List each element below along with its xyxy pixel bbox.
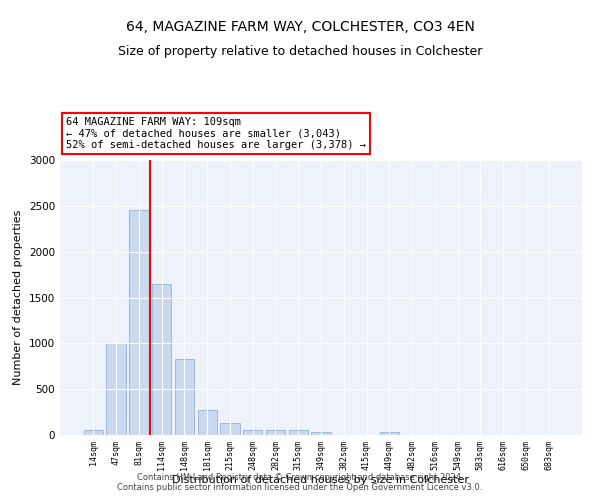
Text: Contains HM Land Registry data © Crown copyright and database right 2024.
Contai: Contains HM Land Registry data © Crown c… bbox=[118, 473, 482, 492]
Bar bbox=[84, 430, 103, 435]
X-axis label: Distribution of detached houses by size in Colchester: Distribution of detached houses by size … bbox=[173, 476, 470, 486]
Bar bbox=[311, 432, 331, 435]
Bar bbox=[289, 430, 308, 435]
Bar bbox=[197, 410, 217, 435]
Text: Size of property relative to detached houses in Colchester: Size of property relative to detached ho… bbox=[118, 45, 482, 58]
Bar bbox=[129, 210, 149, 435]
Bar bbox=[380, 432, 399, 435]
Bar bbox=[243, 430, 262, 435]
Y-axis label: Number of detached properties: Number of detached properties bbox=[13, 210, 23, 385]
Bar bbox=[266, 430, 285, 435]
Text: 64, MAGAZINE FARM WAY, COLCHESTER, CO3 4EN: 64, MAGAZINE FARM WAY, COLCHESTER, CO3 4… bbox=[125, 20, 475, 34]
Text: 64 MAGAZINE FARM WAY: 109sqm
← 47% of detached houses are smaller (3,043)
52% of: 64 MAGAZINE FARM WAY: 109sqm ← 47% of de… bbox=[66, 117, 366, 150]
Bar bbox=[152, 284, 172, 435]
Bar bbox=[106, 344, 126, 435]
Bar bbox=[220, 423, 239, 435]
Bar bbox=[175, 359, 194, 435]
